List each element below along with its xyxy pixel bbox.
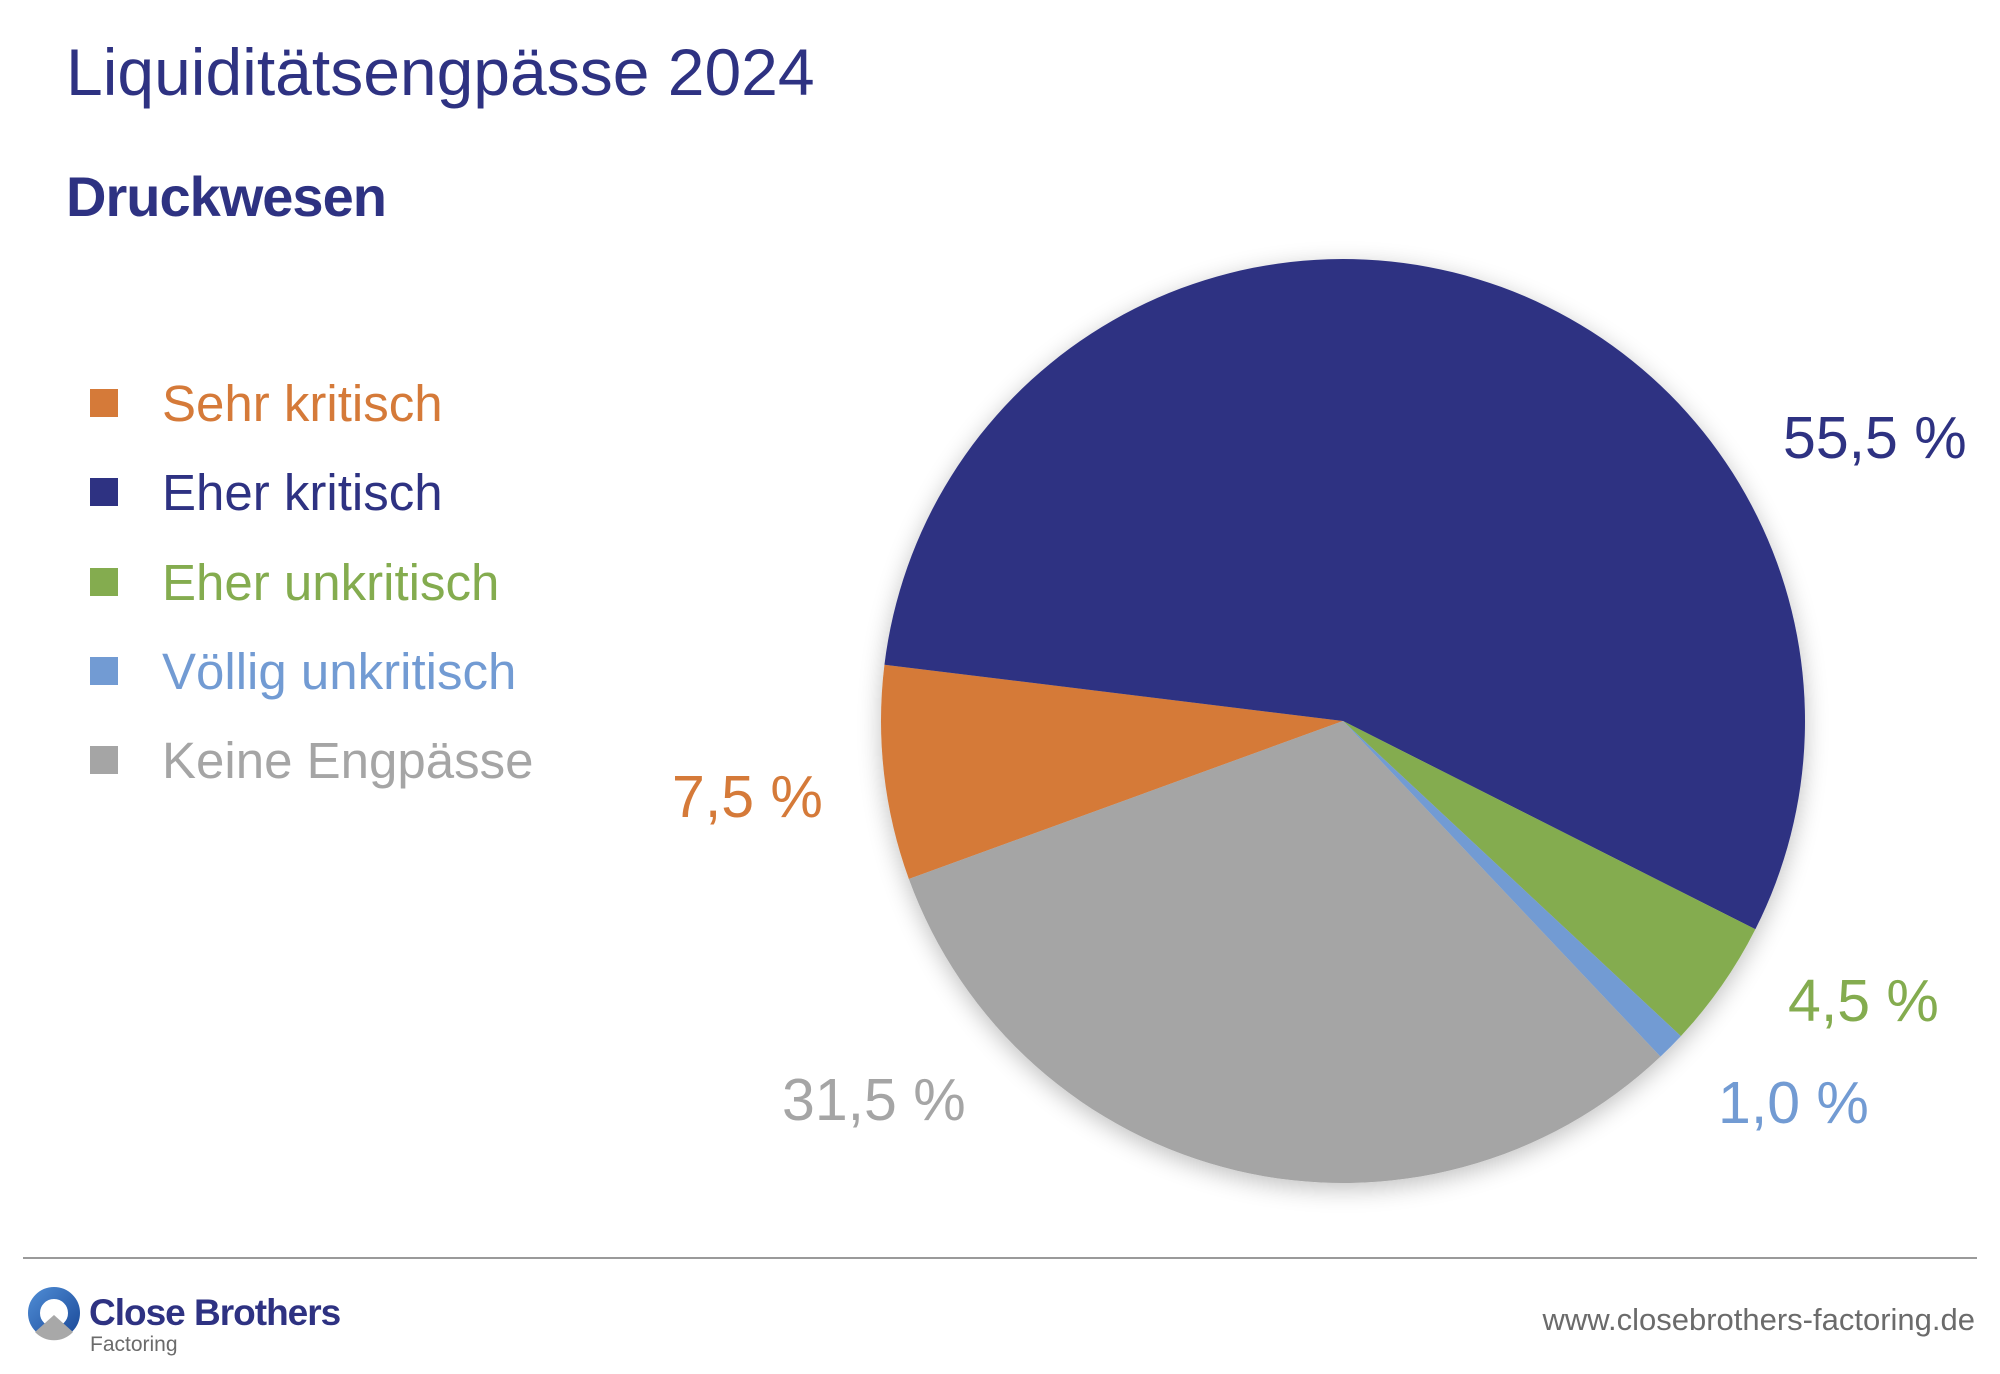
pie-slice-sehr-kritisch bbox=[881, 664, 1343, 880]
legend-swatch bbox=[90, 478, 118, 506]
legend-label: Eher unkritisch bbox=[162, 553, 500, 611]
pie-slice-eher-unkritisch bbox=[1343, 721, 1756, 1037]
data-label-voellig-unkritisch: 1,0 % bbox=[1718, 1070, 1869, 1136]
pie-slice-keine-engpaesse bbox=[908, 721, 1661, 1183]
data-label-eher-kritisch: 55,5 % bbox=[1783, 405, 1967, 471]
legend-swatch bbox=[90, 389, 118, 417]
legend-item-sehr-kritisch: Sehr kritisch bbox=[90, 373, 443, 433]
legend-item-eher-kritisch: Eher kritisch bbox=[90, 462, 443, 522]
data-label-eher-unkritisch: 4,5 % bbox=[1788, 968, 1939, 1034]
pie-slice-voellig-unkritisch bbox=[1343, 721, 1681, 1057]
footer-divider bbox=[23, 1257, 1977, 1259]
legend-swatch bbox=[90, 568, 118, 596]
brand-name: Close Brothers bbox=[89, 1292, 341, 1333]
legend-item-keine-engpaesse: Keine Engpässe bbox=[90, 730, 533, 790]
legend-label: Völlig unkritisch bbox=[162, 642, 517, 700]
legend-label: Keine Engpässe bbox=[162, 731, 534, 789]
legend-label: Sehr kritisch bbox=[162, 374, 443, 432]
legend-swatch bbox=[90, 657, 118, 685]
data-label-keine-engpaesse: 31,5 % bbox=[782, 1067, 966, 1133]
chart-subtitle: Druckwesen bbox=[66, 165, 387, 228]
legend-item-voellig-unkritisch: Völlig unkritisch bbox=[90, 641, 516, 701]
data-label-sehr-kritisch: 7,5 % bbox=[672, 764, 823, 830]
legend-swatch bbox=[90, 746, 118, 774]
legend-item-eher-unkritisch: Eher unkritisch bbox=[90, 552, 499, 612]
pie-slice-eher-kritisch bbox=[884, 258, 1805, 930]
close-brothers-logo-icon bbox=[28, 1287, 80, 1341]
website-url[interactable]: www.closebrothers-factoring.de bbox=[1542, 1302, 1975, 1337]
brand-subtitle: Factoring bbox=[90, 1333, 178, 1356]
chart-title: Liquiditätsengpässe 2024 bbox=[66, 35, 815, 109]
legend-label: Eher kritisch bbox=[162, 463, 443, 521]
